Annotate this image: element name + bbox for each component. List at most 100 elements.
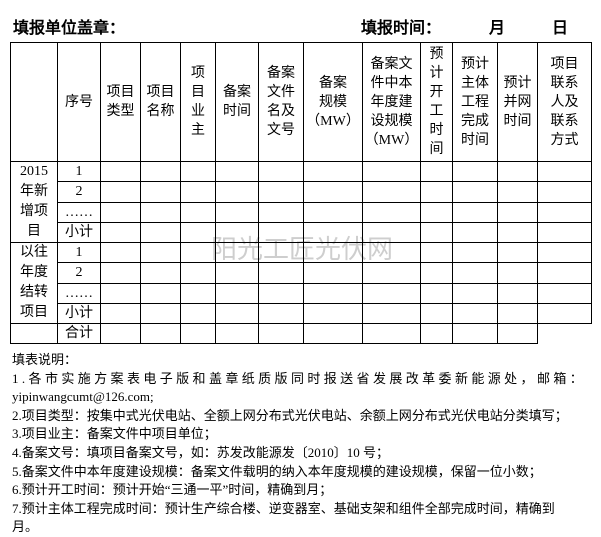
header-cell-filing-scale: 备案 规模 （MW）: [303, 42, 363, 162]
empty-cell: [362, 282, 421, 304]
note-line-1: 1.各市实施方案表电子版和盖章纸质版同时报送省发展改革委新能源处，邮箱：: [12, 370, 587, 386]
note-line-4: 4.备案文号：填项目备案文号，如：苏发改能源发〔2010〕10 号；: [12, 444, 390, 460]
empty-cell: [452, 221, 498, 244]
header-cell-filing-doc: 备案 文件 名及 文号: [258, 42, 304, 162]
empty-cell: [140, 323, 181, 344]
empty-cell: [537, 282, 592, 304]
empty-cell: [100, 201, 141, 223]
empty-cell: [140, 302, 181, 325]
empty-cell: [452, 241, 498, 264]
empty-cell: [303, 302, 363, 325]
serial-cell: 2: [57, 181, 101, 203]
empty-cell: [140, 262, 181, 284]
header-cell-project-owner: 项 目 业 主: [180, 42, 216, 162]
empty-cell: [100, 302, 141, 325]
notes-title: 填表说明：: [12, 352, 78, 367]
empty-cell: [497, 221, 538, 244]
total-cell: 合计: [57, 323, 101, 344]
empty-cell: [537, 181, 592, 203]
empty-cell: [362, 160, 421, 183]
empty-cell: [258, 282, 304, 304]
empty-cell: [303, 221, 363, 244]
header-cell-annual-scale: 备案文 件中本 年度建 设规模 （MW）: [362, 42, 421, 162]
day-label: 日: [552, 20, 569, 37]
empty-cell: [140, 241, 181, 264]
empty-cell: [215, 302, 259, 325]
empty-cell: [180, 241, 216, 264]
empty-cell: [180, 201, 216, 223]
empty-cell: [420, 241, 453, 264]
table-row: 以往 年度 结转 项目 1: [10, 241, 592, 324]
empty-cell: [100, 241, 141, 264]
empty-cell: [303, 323, 363, 344]
empty-cell: [452, 282, 498, 304]
empty-cell: [497, 302, 538, 325]
empty-cell: [420, 282, 453, 304]
empty-cell: [452, 181, 498, 203]
empty-cell: [497, 181, 538, 203]
empty-cell: [452, 262, 498, 284]
empty-cell: [362, 302, 421, 325]
empty-cell: [140, 201, 181, 223]
empty-cell: [452, 323, 498, 344]
empty-cell: [100, 181, 141, 203]
empty-cell: [497, 160, 538, 183]
page-header: 填报单位盖章： 填报时间： 月 日: [0, 0, 601, 42]
empty-cell: [215, 323, 259, 344]
stamp-label: 填报单位盖章：: [13, 20, 126, 37]
empty-cell: [180, 323, 216, 344]
empty-cell: [420, 201, 453, 223]
empty-cell: [537, 241, 592, 264]
empty-cell: [180, 302, 216, 325]
empty-cell: [420, 181, 453, 203]
header-cell-grid-time: 预计 并网 时间: [497, 42, 538, 162]
empty-cell: [258, 241, 304, 264]
header-cell-start-time: 预 计 开 工 时 间: [420, 42, 453, 162]
note-line-email: yipinwangcumt@126.com;: [12, 389, 154, 405]
empty-cell: [497, 262, 538, 284]
empty-cell: [100, 221, 141, 244]
header-cell-contact: 项目 联系 人及 联系 方式: [537, 42, 592, 162]
empty-cell: [303, 241, 363, 264]
empty-cell: [215, 160, 259, 183]
header-cell-project-name: 项目 名称: [140, 42, 181, 162]
empty-cell: [362, 201, 421, 223]
empty-cell: [537, 221, 592, 244]
fill-time-label: 填报时间：: [361, 20, 442, 37]
table-row: 小计: [11, 221, 592, 244]
note-line-5: 5.备案文件中本年度建设规模：备案文件载明的纳入本年度规模的建设规模，保留一位小…: [12, 463, 542, 479]
empty-cell: [537, 201, 592, 223]
subtotal-cell: 小计: [57, 221, 101, 244]
empty-cell: [362, 323, 421, 344]
empty-cell: [215, 201, 259, 223]
empty-cell: [180, 181, 216, 203]
empty-cell: [140, 221, 181, 244]
empty-cell: [537, 302, 592, 325]
header-cell-filing-time: 备案 时间: [215, 42, 259, 162]
subtotal-cell: 小计: [57, 302, 101, 325]
serial-cell: 2: [57, 262, 101, 284]
header-cell-main-finish-time: 预计 主体 工程 完成 时间: [452, 42, 498, 162]
empty-cell: [497, 201, 538, 223]
empty-cell: [258, 201, 304, 223]
table-header-row: 序号 项目 类型 项目 名称 项 目 业 主 备案 时间 备案 文件 名及 文号…: [10, 42, 592, 162]
table-row: 2: [11, 181, 592, 203]
empty-cell: [10, 323, 58, 344]
empty-cell: [362, 241, 421, 264]
empty-cell: [362, 181, 421, 203]
empty-cell: [180, 221, 216, 244]
empty-cell: [420, 262, 453, 284]
empty-cell: [180, 282, 216, 304]
empty-cell: [258, 221, 304, 244]
empty-cell: [180, 262, 216, 284]
table-row: ……: [11, 201, 592, 223]
empty-cell: [537, 160, 592, 183]
header-cell-project-type: 项目 类型: [100, 42, 141, 162]
empty-cell: [215, 282, 259, 304]
row-group-carryover-label: 以往 年度 结转 项目: [10, 242, 58, 324]
empty-cell: [215, 181, 259, 203]
empty-cell: [497, 282, 538, 304]
empty-cell: [497, 323, 538, 344]
empty-cell: [140, 181, 181, 203]
empty-cell: [215, 262, 259, 284]
